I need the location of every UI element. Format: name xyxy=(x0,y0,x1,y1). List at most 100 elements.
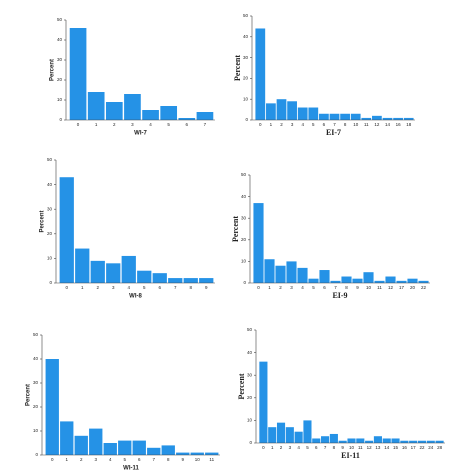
x-tick-label: 12 xyxy=(388,285,394,290)
bar xyxy=(87,92,105,120)
y-tick-label: 20 xyxy=(241,237,247,242)
y-tick-label: 10 xyxy=(241,259,247,264)
bar xyxy=(303,420,312,443)
bar xyxy=(124,94,141,120)
x-tick-label: 11 xyxy=(377,285,382,290)
x-tick-label: 5 xyxy=(306,445,309,450)
y-tick-label: 0 xyxy=(35,452,38,457)
y-tick-label: 30 xyxy=(47,206,53,211)
x-tick-label: 16 xyxy=(396,122,402,127)
x-tick-label: 0 xyxy=(259,122,262,127)
bar xyxy=(382,117,393,120)
y-tick-label: 10 xyxy=(33,428,39,433)
x-tick-label: 8 xyxy=(333,445,336,450)
bar xyxy=(285,427,294,443)
x-tick-label: 0 xyxy=(65,285,68,290)
bar xyxy=(276,422,286,443)
x-tick-label: 1 xyxy=(270,122,273,127)
bar xyxy=(374,280,385,283)
x-tick-label: 10 xyxy=(195,457,201,462)
x-tick-label: 4 xyxy=(149,122,152,127)
y-tick-label: 50 xyxy=(241,172,247,177)
bar xyxy=(276,99,287,120)
x-tick-label: 8 xyxy=(167,457,170,462)
x-tick-label: 6 xyxy=(158,285,161,290)
bar xyxy=(391,438,400,443)
bar xyxy=(264,259,275,283)
bar xyxy=(183,278,198,283)
bar xyxy=(341,276,352,283)
y-axis-label: Percent xyxy=(231,216,240,242)
x-tick-label: 11 xyxy=(364,122,369,127)
bar xyxy=(255,28,266,121)
y-tick-label: 40 xyxy=(33,356,39,361)
bar xyxy=(426,440,435,443)
bar xyxy=(190,452,204,455)
x-tick-label: 8 xyxy=(344,122,347,127)
x-tick-label: 7 xyxy=(152,457,155,462)
x-tick-label: 5 xyxy=(123,457,126,462)
bar xyxy=(118,440,132,455)
y-tick-label: 50 xyxy=(33,332,39,337)
bar xyxy=(45,359,59,455)
x-tick-label: 12 xyxy=(367,445,373,450)
bar xyxy=(106,263,121,283)
bar xyxy=(393,117,403,120)
bar xyxy=(259,361,268,443)
bar xyxy=(356,438,365,443)
x-tick-label: 5 xyxy=(312,122,315,127)
x-tick-label: 6 xyxy=(315,445,318,450)
x-tick-label: 6 xyxy=(186,122,189,127)
x-axis-label: EI-7 xyxy=(326,128,341,137)
y-tick-label: 40 xyxy=(243,34,249,39)
x-tick-label: 7 xyxy=(174,285,177,290)
x-tick-label: 4 xyxy=(301,285,304,290)
x-tick-label: 10 xyxy=(366,285,372,290)
x-tick-label: 2 xyxy=(80,457,83,462)
bar xyxy=(142,110,159,120)
x-tick-label: 7 xyxy=(204,122,207,127)
x-tick-label: 5 xyxy=(167,122,170,127)
x-tick-label: 1 xyxy=(65,457,68,462)
y-tick-label: 40 xyxy=(57,37,63,42)
bar xyxy=(275,265,286,283)
x-tick-label: 0 xyxy=(77,122,80,127)
x-tick-label: 6 xyxy=(323,285,326,290)
x-tick-label: 4 xyxy=(297,445,300,450)
x-tick-label: 18 xyxy=(406,122,412,127)
y-tick-label: 30 xyxy=(247,372,253,377)
x-tick-label: 2 xyxy=(280,445,283,450)
x-tick-label: 11 xyxy=(209,457,214,462)
y-tick-label: 30 xyxy=(57,57,63,62)
bar xyxy=(59,177,74,283)
x-tick-label: 9 xyxy=(181,457,184,462)
bar xyxy=(161,445,175,455)
x-tick-label: 8 xyxy=(189,285,192,290)
x-tick-label: 1 xyxy=(271,445,274,450)
x-tick-label: 1 xyxy=(268,285,271,290)
x-tick-label: 7 xyxy=(333,122,336,127)
y-tick-label: 10 xyxy=(57,97,63,102)
x-tick-label: 14 xyxy=(384,445,390,450)
bar xyxy=(329,113,340,120)
y-tick-label: 20 xyxy=(247,395,253,400)
x-tick-label: 4 xyxy=(301,122,304,127)
bar xyxy=(287,101,297,120)
y-tick-label: 20 xyxy=(57,77,63,82)
bar xyxy=(69,28,87,120)
bar xyxy=(319,113,329,120)
bar xyxy=(103,443,117,455)
x-tick-label: 1 xyxy=(81,285,84,290)
bar xyxy=(60,421,74,455)
y-axis-label: Percent xyxy=(237,373,246,399)
y-tick-label: 0 xyxy=(245,117,248,122)
y-tick-label: 30 xyxy=(33,380,39,385)
bar xyxy=(90,260,105,283)
x-tick-label: 7 xyxy=(324,445,327,450)
y-tick-label: 30 xyxy=(241,215,247,220)
bar xyxy=(132,440,146,455)
x-tick-label: 20 xyxy=(410,285,416,290)
bar xyxy=(308,107,319,120)
y-axis-label: Percent xyxy=(50,59,56,81)
